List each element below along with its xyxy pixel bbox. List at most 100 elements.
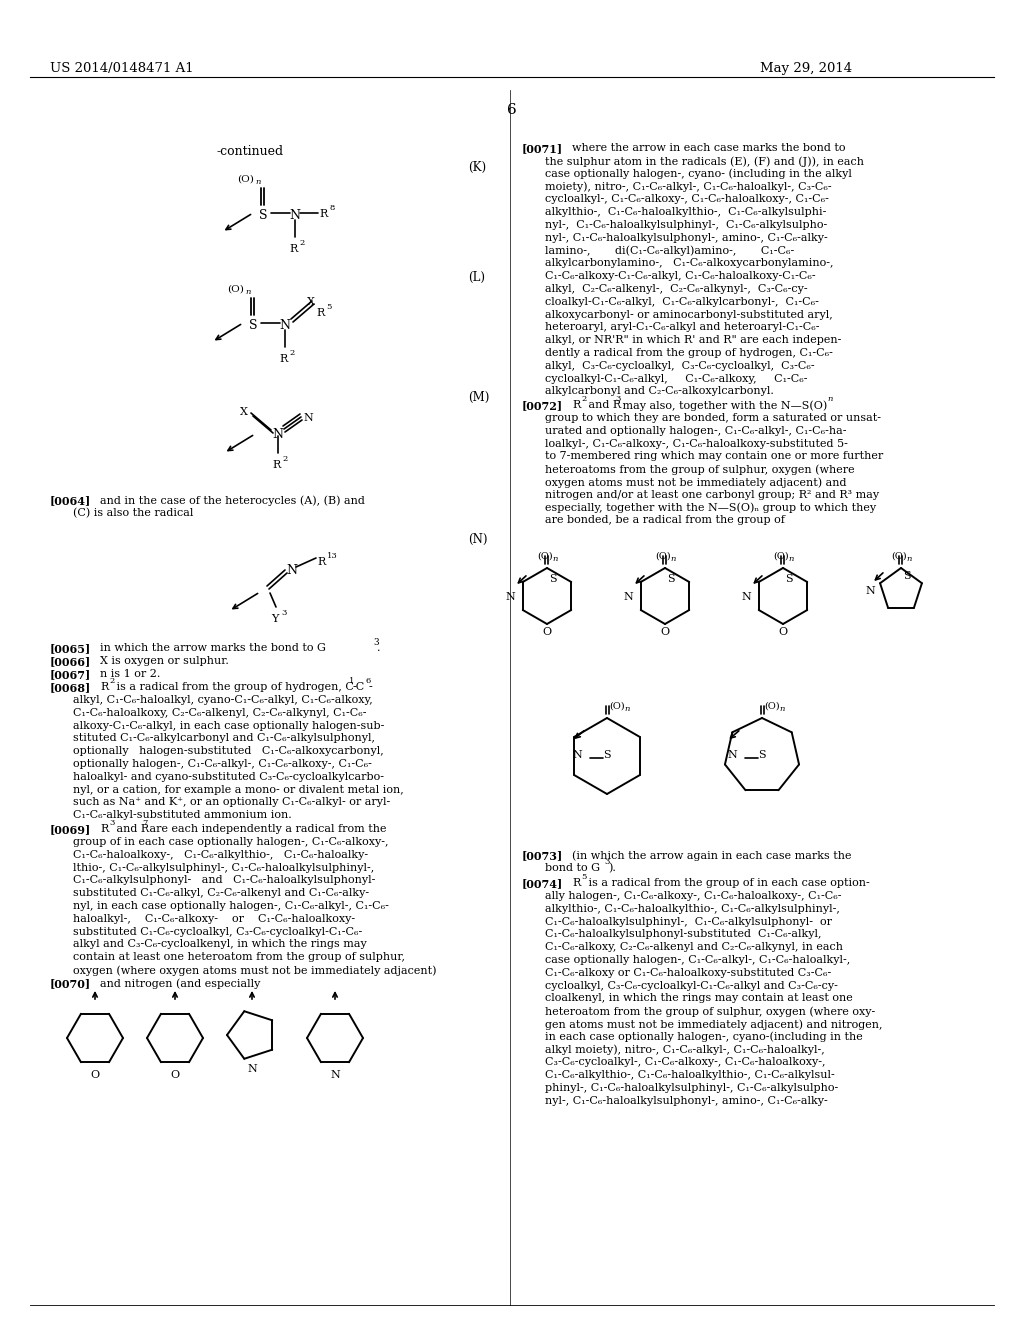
Text: optionally   halogen-substituted   C₁-C₆-alkoxycarbonyl,: optionally halogen-substituted C₁-C₆-alk… xyxy=(73,746,384,756)
Text: N: N xyxy=(289,209,300,222)
Text: S: S xyxy=(785,574,793,583)
Text: nyl, or a cation, for example a mono- or divalent metal ion,: nyl, or a cation, for example a mono- or… xyxy=(73,784,403,795)
Text: [0073]: [0073] xyxy=(522,850,563,861)
Text: (O): (O) xyxy=(609,702,625,711)
Text: [0069]: [0069] xyxy=(50,824,91,836)
Text: and R: and R xyxy=(113,824,150,834)
Text: R: R xyxy=(272,459,281,470)
Text: contain at least one heteroatom from the group of sulphur,: contain at least one heteroatom from the… xyxy=(73,952,406,962)
Text: O: O xyxy=(543,627,552,638)
Text: 3: 3 xyxy=(604,858,609,866)
Text: -continued: -continued xyxy=(216,145,284,158)
Text: phinyl-, C₁-C₆-haloalkylsulphinyl-, C₁-C₆-alkylsulpho-: phinyl-, C₁-C₆-haloalkylsulphinyl-, C₁-C… xyxy=(545,1082,839,1093)
Text: C₁-C₆-haloalkylsulphinyl-,  C₁-C₆-alkylsulphonyl-  or: C₁-C₆-haloalkylsulphinyl-, C₁-C₆-alkylsu… xyxy=(545,916,831,927)
Text: bond to G: bond to G xyxy=(545,863,600,873)
Text: S: S xyxy=(903,572,910,581)
Text: alkyl,  C₂-C₆-alkenyl-,  C₂-C₆-alkynyl-,  C₃-C₆-cy-: alkyl, C₂-C₆-alkenyl-, C₂-C₆-alkynyl-, C… xyxy=(545,284,808,294)
Text: n: n xyxy=(245,288,251,296)
Text: 2: 2 xyxy=(109,677,115,685)
Text: n: n xyxy=(255,178,260,186)
Text: X is oxygen or sulphur.: X is oxygen or sulphur. xyxy=(100,656,229,667)
Text: oxygen (where oxygen atoms must not be immediately adjacent): oxygen (where oxygen atoms must not be i… xyxy=(73,965,436,975)
Text: R: R xyxy=(572,400,581,411)
Text: N: N xyxy=(303,413,312,422)
Text: (O): (O) xyxy=(764,702,779,711)
Text: is a radical from the group of hydrogen, C: is a radical from the group of hydrogen,… xyxy=(113,682,354,692)
Text: 1: 1 xyxy=(349,677,354,685)
Text: nitrogen and/or at least one carbonyl group; R² and R³ may: nitrogen and/or at least one carbonyl gr… xyxy=(545,490,880,500)
Text: and in the case of the heterocycles (A), (B) and: and in the case of the heterocycles (A),… xyxy=(100,495,365,506)
Text: R: R xyxy=(317,557,326,568)
Text: C₁-C₆-alkoxy-C₁-C₆-alkyl, C₁-C₆-haloalkoxy-C₁-C₆-: C₁-C₆-alkoxy-C₁-C₆-alkyl, C₁-C₆-haloalko… xyxy=(545,271,816,281)
Text: case optionally halogen-, C₁-C₆-alkyl-, C₁-C₆-haloalkyl-,: case optionally halogen-, C₁-C₆-alkyl-, … xyxy=(545,954,850,965)
Text: alkoxy-C₁-C₆-alkyl, in each case optionally halogen-sub-: alkoxy-C₁-C₆-alkyl, in each case optiona… xyxy=(73,721,384,730)
Text: heteroatom from the group of sulphur, oxygen (where oxy-: heteroatom from the group of sulphur, ox… xyxy=(545,1006,876,1016)
Text: Y: Y xyxy=(271,614,279,624)
Text: nyl-, C₁-C₆-haloalkylsulphonyl-, amino-, C₁-C₆-alky-: nyl-, C₁-C₆-haloalkylsulphonyl-, amino-,… xyxy=(545,232,827,243)
Text: ).: ). xyxy=(608,863,615,874)
Text: alkylthio-,  C₁-C₆-haloalkylthio-,  C₁-C₆-alkylsulphi-: alkylthio-, C₁-C₆-haloalkylthio-, C₁-C₆-… xyxy=(545,207,826,218)
Text: May 29, 2014: May 29, 2014 xyxy=(760,62,852,75)
Text: alkyl and C₃-C₆-cycloalkenyl, in which the rings may: alkyl and C₃-C₆-cycloalkenyl, in which t… xyxy=(73,940,367,949)
Text: ally halogen-, C₁-C₆-alkoxy-, C₁-C₆-haloalkoxy-, C₁-C₆-: ally halogen-, C₁-C₆-alkoxy-, C₁-C₆-halo… xyxy=(545,891,842,902)
Text: C₁-C₆-haloalkoxy, C₂-C₆-alkenyl, C₂-C₆-alkynyl, C₁-C₆-: C₁-C₆-haloalkoxy, C₂-C₆-alkenyl, C₂-C₆-a… xyxy=(73,708,367,718)
Text: (O): (O) xyxy=(227,285,244,294)
Text: C₁-C₆-haloalkoxy-,   C₁-C₆-alkylthio-,   C₁-C₆-haloalky-: C₁-C₆-haloalkoxy-, C₁-C₆-alkylthio-, C₁-… xyxy=(73,850,368,859)
Text: n: n xyxy=(779,705,784,713)
Text: 2: 2 xyxy=(289,348,294,356)
Text: (O): (O) xyxy=(655,552,671,561)
Text: [0066]: [0066] xyxy=(50,656,91,667)
Text: group to which they are bonded, form a saturated or unsat-: group to which they are bonded, form a s… xyxy=(545,413,881,422)
Text: n: n xyxy=(624,705,630,713)
Text: alkyl moiety), nitro-, C₁-C₆-alkyl-, C₁-C₆-haloalkyl-,: alkyl moiety), nitro-, C₁-C₆-alkyl-, C₁-… xyxy=(545,1044,824,1055)
Text: nyl-, C₁-C₆-haloalkylsulphonyl-, amino-, C₁-C₆-alky-: nyl-, C₁-C₆-haloalkylsulphonyl-, amino-,… xyxy=(545,1096,827,1106)
Text: haloalkyl-,    C₁-C₆-alkoxy-    or    C₁-C₆-haloalkoxy-: haloalkyl-, C₁-C₆-alkoxy- or C₁-C₆-haloa… xyxy=(73,913,355,924)
Text: alkylcarbonyl and C₂-C₆-alkoxylcarbonyl.: alkylcarbonyl and C₂-C₆-alkoxylcarbonyl. xyxy=(545,387,774,396)
Text: (O): (O) xyxy=(537,552,553,561)
Text: cycloalkyl-C₁-C₆-alkyl,     C₁-C₆-alkoxy,     C₁-C₆-: cycloalkyl-C₁-C₆-alkyl, C₁-C₆-alkoxy, C₁… xyxy=(545,374,808,384)
Text: R: R xyxy=(289,244,297,253)
Text: cycloalkyl-, C₁-C₆-alkoxy-, C₁-C₆-haloalkoxy-, C₁-C₆-: cycloalkyl-, C₁-C₆-alkoxy-, C₁-C₆-haloal… xyxy=(545,194,828,205)
Text: oxygen atoms must not be immediately adjacent) and: oxygen atoms must not be immediately adj… xyxy=(545,477,847,487)
Text: nyl-,  C₁-C₆-haloalkylsulphinyl-,  C₁-C₆-alkylsulpho-: nyl-, C₁-C₆-haloalkylsulphinyl-, C₁-C₆-a… xyxy=(545,220,827,230)
Text: optionally halogen-, C₁-C₆-alkyl-, C₁-C₆-alkoxy-, C₁-C₆-: optionally halogen-, C₁-C₆-alkyl-, C₁-C₆… xyxy=(73,759,372,770)
Text: 2: 2 xyxy=(299,239,304,247)
Text: S: S xyxy=(603,750,610,760)
Text: cycloalkyl, C₃-C₆-cycloalkyl-C₁-C₆-alkyl and C₃-C₆-cy-: cycloalkyl, C₃-C₆-cycloalkyl-C₁-C₆-alkyl… xyxy=(545,981,838,990)
Text: (L): (L) xyxy=(468,271,485,284)
Text: [0074]: [0074] xyxy=(522,878,563,888)
Text: lamino-,       di(C₁-C₆-alkyl)amino-,       C₁-C₆-: lamino-, di(C₁-C₆-alkyl)amino-, C₁-C₆- xyxy=(545,246,795,256)
Text: C₃-C₆-cycloalkyl-, C₁-C₆-alkoxy-, C₁-C₆-haloalkoxy-,: C₃-C₆-cycloalkyl-, C₁-C₆-alkoxy-, C₁-C₆-… xyxy=(545,1057,825,1068)
Text: haloalkyl- and cyano-substituted C₃-C₆-cycloalkylcarbo-: haloalkyl- and cyano-substituted C₃-C₆-c… xyxy=(73,772,384,781)
Text: N: N xyxy=(279,319,290,333)
Text: [0067]: [0067] xyxy=(50,669,91,680)
Text: S: S xyxy=(667,574,675,583)
Text: 3: 3 xyxy=(109,818,115,828)
Text: alkylthio-, C₁-C₆-haloalkylthio-, C₁-C₆-alkylsulphinyl-,: alkylthio-, C₁-C₆-haloalkylthio-, C₁-C₆-… xyxy=(545,904,840,913)
Text: S: S xyxy=(249,319,257,333)
Text: such as Na⁺ and K⁺, or an optionally C₁-C₆-alkyl- or aryl-: such as Na⁺ and K⁺, or an optionally C₁-… xyxy=(73,797,390,808)
Text: especially, together with the N—S(O)ₙ group to which they: especially, together with the N—S(O)ₙ gr… xyxy=(545,503,877,513)
Text: US 2014/0148471 A1: US 2014/0148471 A1 xyxy=(50,62,194,75)
Text: [0064]: [0064] xyxy=(50,495,91,506)
Text: stituted C₁-C₆-alkylcarbonyl and C₁-C₆-alkylsulphonyl,: stituted C₁-C₆-alkylcarbonyl and C₁-C₆-a… xyxy=(73,734,375,743)
Text: 6: 6 xyxy=(507,103,517,117)
Text: loalkyl-, C₁-C₆-alkoxy-, C₁-C₆-haloalkoxy-substituted 5-: loalkyl-, C₁-C₆-alkoxy-, C₁-C₆-haloalkox… xyxy=(545,438,848,449)
Text: N: N xyxy=(624,591,633,602)
Text: (O): (O) xyxy=(773,552,788,561)
Text: in which the arrow marks the bond to G: in which the arrow marks the bond to G xyxy=(100,643,326,653)
Text: to 7-membered ring which may contain one or more further: to 7-membered ring which may contain one… xyxy=(545,451,884,462)
Text: (M): (M) xyxy=(468,391,489,404)
Text: 3: 3 xyxy=(373,638,379,647)
Text: R: R xyxy=(100,682,109,692)
Text: .: . xyxy=(377,643,381,653)
Text: 5: 5 xyxy=(326,304,332,312)
Text: and nitrogen (and especially: and nitrogen (and especially xyxy=(100,978,260,989)
Text: S: S xyxy=(549,574,557,583)
Text: moiety), nitro-, C₁-C₆-alkyl-, C₁-C₆-haloalkyl-, C₃-C₆-: moiety), nitro-, C₁-C₆-alkyl-, C₁-C₆-hal… xyxy=(545,182,831,193)
Text: S: S xyxy=(758,750,766,760)
Text: -C: -C xyxy=(353,682,366,692)
Text: N: N xyxy=(330,1071,340,1080)
Text: 2: 2 xyxy=(282,455,288,463)
Text: dently a radical from the group of hydrogen, C₁-C₆-: dently a radical from the group of hydro… xyxy=(545,348,833,358)
